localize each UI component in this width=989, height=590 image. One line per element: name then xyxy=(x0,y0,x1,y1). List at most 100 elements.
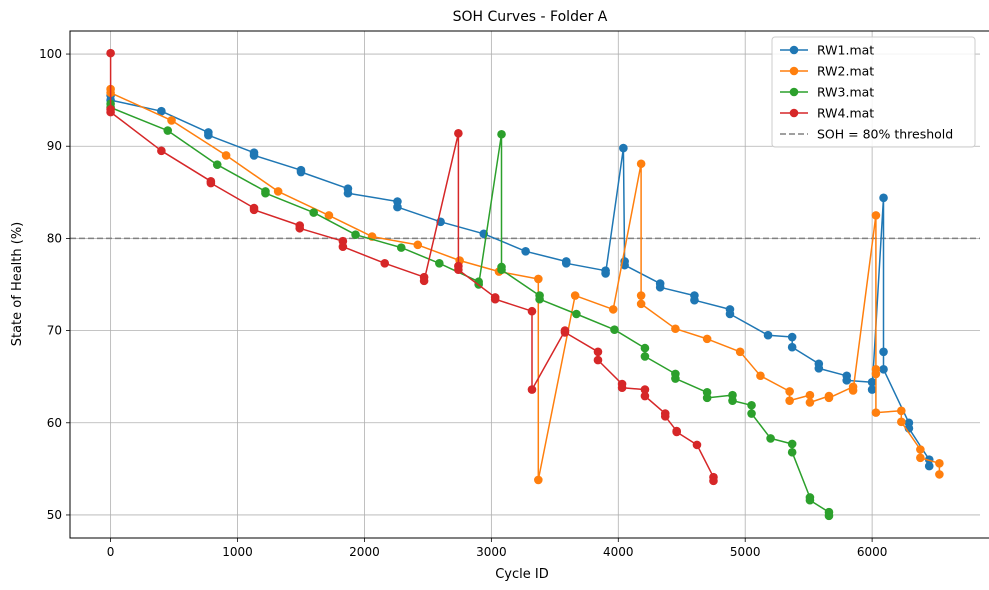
data-point xyxy=(343,188,353,198)
data-point xyxy=(640,343,650,353)
data-point xyxy=(295,223,305,233)
data-point xyxy=(527,385,537,394)
data-point xyxy=(206,178,216,188)
data-point xyxy=(897,406,906,416)
data-point xyxy=(824,511,834,521)
data-point xyxy=(296,167,306,177)
data-point xyxy=(413,240,423,250)
data-point xyxy=(871,408,881,417)
data-point xyxy=(167,116,176,125)
legend: RW1.mat RW2.mat RW3.mat RW4.mat SOH = 80% th… xyxy=(771,36,976,148)
data-point xyxy=(261,188,270,198)
data-point xyxy=(702,393,712,403)
chart-title: SOH Curves - Folder A xyxy=(453,9,608,25)
data-point xyxy=(157,106,166,116)
data-point xyxy=(380,258,390,268)
data-point xyxy=(221,151,231,160)
data-point xyxy=(785,387,794,396)
data-point xyxy=(879,365,888,374)
data-point xyxy=(787,439,797,449)
data-point xyxy=(601,269,610,278)
data-point xyxy=(396,243,406,252)
data-point xyxy=(785,396,794,405)
data-point xyxy=(273,187,283,196)
y-tick-label: 80 xyxy=(47,231,62,245)
y-tick-label: 50 xyxy=(47,508,62,522)
data-point xyxy=(593,347,603,357)
data-point xyxy=(747,409,756,418)
legend-swatch-marker xyxy=(789,108,799,118)
data-point xyxy=(867,385,877,394)
data-point xyxy=(897,417,906,427)
data-point xyxy=(763,330,773,340)
data-point xyxy=(842,376,852,385)
data-point xyxy=(490,294,500,304)
legend-label: RW1.mat xyxy=(817,43,874,58)
y-axis-ticks: 50 60 70 80 90 100 xyxy=(39,47,70,522)
data-point xyxy=(787,332,797,342)
x-axis-label: Cycle ID xyxy=(495,567,549,582)
data-point xyxy=(709,476,718,486)
data-point xyxy=(435,258,444,268)
data-point xyxy=(671,374,680,383)
data-point xyxy=(534,274,543,284)
data-point xyxy=(249,205,259,215)
data-point xyxy=(521,247,530,256)
legend-label: RW2.mat xyxy=(817,64,874,79)
data-point xyxy=(660,412,670,421)
data-point xyxy=(935,459,944,468)
data-point xyxy=(916,453,925,463)
data-point xyxy=(672,427,681,437)
data-point xyxy=(655,282,665,292)
data-point xyxy=(916,445,925,454)
series-rw4-mat xyxy=(106,48,718,486)
data-point xyxy=(814,364,824,373)
data-point xyxy=(805,390,815,400)
data-point xyxy=(702,334,712,344)
data-point xyxy=(419,276,429,286)
x-tick-label: 3000 xyxy=(476,545,507,559)
data-point xyxy=(309,208,318,217)
legend-swatch-marker xyxy=(789,87,799,97)
data-point xyxy=(871,211,881,220)
y-tick-label: 60 xyxy=(47,416,62,430)
data-point xyxy=(735,347,745,357)
data-point xyxy=(636,159,646,169)
data-point xyxy=(393,202,402,212)
data-point xyxy=(692,440,702,450)
data-point xyxy=(690,295,699,305)
data-point xyxy=(747,400,756,410)
data-point xyxy=(560,328,570,337)
x-tick-label: 6000 xyxy=(857,545,888,559)
plot-frame xyxy=(69,30,989,539)
data-point xyxy=(756,371,765,381)
legend-label: RW4.mat xyxy=(817,106,874,121)
legend-swatch-marker xyxy=(789,66,799,76)
data-point xyxy=(572,309,581,319)
data-point xyxy=(824,393,834,403)
x-tick-label: 5000 xyxy=(730,545,761,559)
data-point xyxy=(535,294,544,304)
data-point xyxy=(570,291,580,300)
legend-threshold-label: SOH = 80% threshold xyxy=(817,127,953,142)
data-point xyxy=(805,495,815,505)
data-point xyxy=(787,342,797,352)
y-axis-label: State of Health (%) xyxy=(10,222,25,347)
data-point xyxy=(848,386,858,395)
data-point xyxy=(324,211,334,220)
data-point xyxy=(636,291,646,300)
y-tick-label: 90 xyxy=(47,139,62,153)
data-point xyxy=(454,129,463,138)
data-point xyxy=(805,398,815,407)
y-tick-label: 100 xyxy=(39,47,62,61)
data-point xyxy=(640,391,650,401)
data-point xyxy=(497,265,506,275)
data-point xyxy=(593,355,603,365)
data-point xyxy=(212,160,222,169)
data-point xyxy=(527,306,537,316)
data-point xyxy=(671,324,680,334)
data-point xyxy=(619,143,628,153)
data-point xyxy=(106,48,115,58)
data-point xyxy=(106,107,115,117)
x-axis-ticks: 0 1000 2000 3000 4000 5000 6000 xyxy=(107,538,888,559)
